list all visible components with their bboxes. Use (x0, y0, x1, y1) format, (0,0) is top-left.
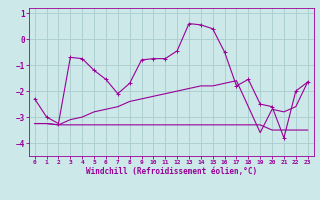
X-axis label: Windchill (Refroidissement éolien,°C): Windchill (Refroidissement éolien,°C) (86, 167, 257, 176)
